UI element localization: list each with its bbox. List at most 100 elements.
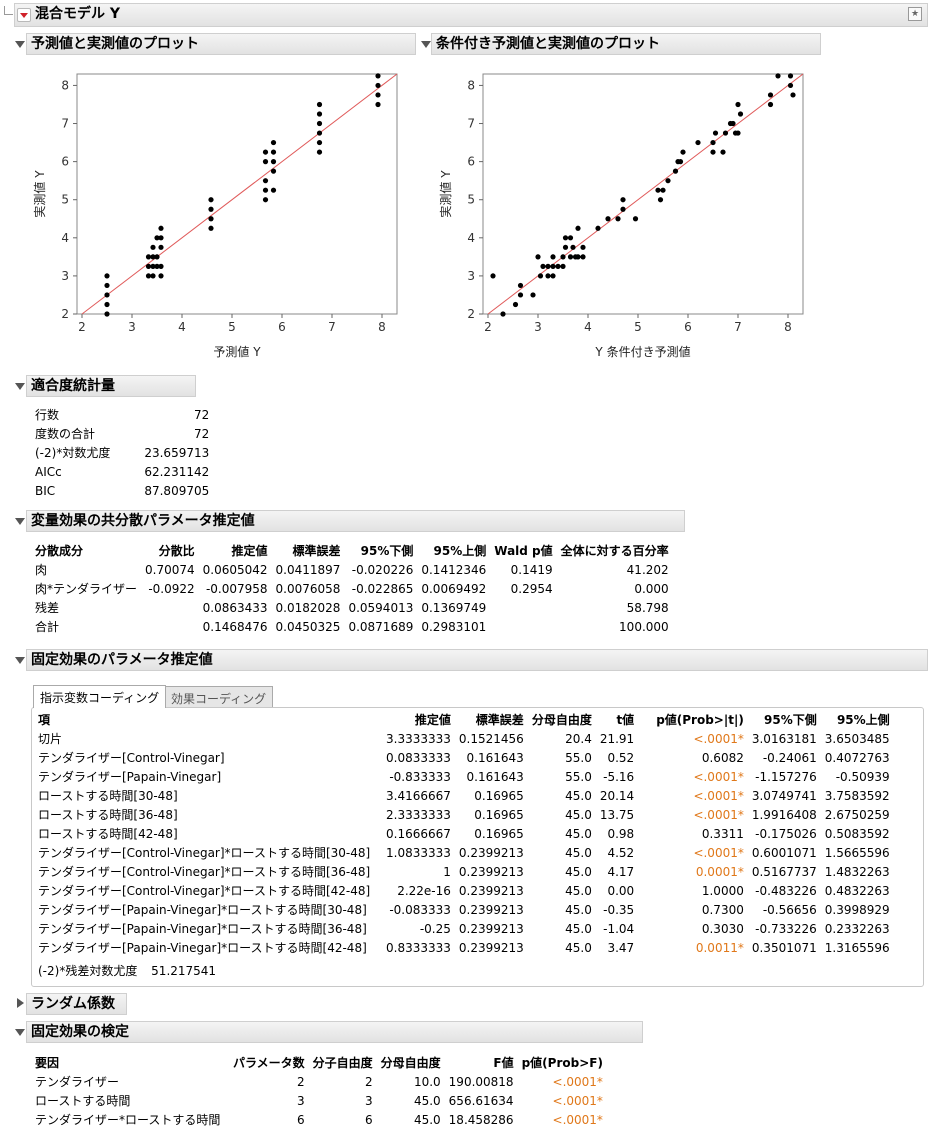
y-tick-label: 5 xyxy=(61,193,69,207)
table-cell: -0.35 xyxy=(603,902,635,917)
data-point xyxy=(208,225,214,231)
y-tick-label: 4 xyxy=(61,231,69,245)
table-cell: 0.1666667 xyxy=(386,826,451,841)
data-point xyxy=(500,311,506,317)
data-point xyxy=(775,73,781,79)
table-cell: テンダライザー*ローストする時間 xyxy=(35,1113,221,1127)
table-cell: -0.022865 xyxy=(351,581,414,596)
random-header[interactable]: ランダム係数 xyxy=(26,993,127,1015)
residual-loglik-label: (-2)*残差対数尤度 xyxy=(38,964,138,978)
table-cell xyxy=(490,617,556,636)
fit-value: 87.809705 xyxy=(144,483,210,498)
fit-value: 72 xyxy=(193,426,210,441)
table-cell: -1.04 xyxy=(603,921,635,936)
collapse-icon[interactable] xyxy=(421,41,431,48)
fit-label: AICc xyxy=(35,464,62,479)
fit-label: 行数 xyxy=(35,408,60,422)
collapse-icon[interactable] xyxy=(15,657,25,664)
fit-row: (-2)*対数尤度 23.659713 xyxy=(31,443,213,462)
table-cell: -0.50939 xyxy=(835,769,890,784)
table-cell: -0.833333 xyxy=(389,769,451,784)
table-cell: 45.0 xyxy=(413,1112,441,1127)
table-row: テンダライザー*ローストする時間 6 6 45.0 18.458286 <.0001* xyxy=(31,1110,607,1129)
table-cell: -1.157276 xyxy=(755,769,817,784)
x-tick-label: 8 xyxy=(784,320,792,334)
table-cell: 190.00818 xyxy=(448,1074,514,1089)
tab-indicator-coding[interactable]: 指示変数コーディング xyxy=(33,685,167,708)
data-point xyxy=(665,178,671,184)
data-point xyxy=(154,263,160,269)
data-point xyxy=(660,187,666,193)
data-point xyxy=(677,159,684,165)
data-point xyxy=(270,168,277,174)
data-point xyxy=(375,101,381,108)
collapse-icon[interactable] xyxy=(15,383,25,390)
fit-row: 行数 72 xyxy=(31,405,213,424)
data-point xyxy=(620,197,626,203)
table-cell: テンダライザー xyxy=(35,1075,120,1089)
data-point xyxy=(316,139,323,146)
collapse-icon[interactable] xyxy=(4,6,13,15)
table-cell: 3.4166667 xyxy=(386,788,451,803)
table-cell: -0.020226 xyxy=(351,562,414,577)
table-cell: 0.2399213 xyxy=(458,845,524,860)
table-cell: 1.9916408 xyxy=(751,807,817,822)
table-cell: 3.7583592 xyxy=(824,788,890,803)
table-cell: 2 xyxy=(297,1074,305,1089)
table-cell: テンダライザー[Control-Vinegar]*ローストする時間[36-48] xyxy=(38,865,371,879)
column-header: 95%上側 xyxy=(836,713,890,727)
data-point xyxy=(562,235,569,241)
table-cell: 0.4072763 xyxy=(824,750,890,765)
x-tick-label: 4 xyxy=(584,320,592,334)
table-cell: 0.0833333 xyxy=(386,750,451,765)
column-header: 推定値 xyxy=(231,544,268,558)
data-point xyxy=(490,273,496,279)
table-cell: 45.0 xyxy=(565,826,592,841)
fit-row: AICc 62.231142 xyxy=(31,462,213,481)
fit-value: 23.659713 xyxy=(144,445,210,460)
x-tick-label: 7 xyxy=(734,320,742,334)
table-cell: 4.17 xyxy=(607,864,635,879)
table-row: テンダライザー[Control-Vinegar]*ローストする時間[42-48]… xyxy=(34,881,894,900)
data-point xyxy=(104,311,110,317)
data-point xyxy=(154,235,160,241)
data-point xyxy=(695,139,701,146)
data-point xyxy=(550,263,556,269)
data-point xyxy=(575,254,581,260)
data-point xyxy=(580,254,586,260)
data-point xyxy=(316,149,323,155)
data-point xyxy=(150,244,156,250)
table-cell: 0.16965 xyxy=(474,788,524,803)
data-point xyxy=(375,92,381,98)
collapse-icon[interactable] xyxy=(15,1029,25,1036)
column-header: p値(Prob>|t|) xyxy=(656,713,744,727)
x-tick-label: 8 xyxy=(378,320,386,334)
expand-icon[interactable] xyxy=(17,998,24,1008)
data-point xyxy=(316,101,323,108)
table-row: 肉*テンダライザー -0.0922 -0.007958 0.0076058 -0.022… xyxy=(31,579,673,598)
data-point xyxy=(680,149,686,155)
table-cell: 0.5167737 xyxy=(751,864,817,879)
fit-stats-title: 適合度統計量 xyxy=(31,378,115,394)
data-point xyxy=(712,130,719,136)
table-cell: 1.0833333 xyxy=(386,845,451,860)
cov-title: 変量効果の共分散パラメータ推定値 xyxy=(31,513,255,529)
y-tick-label: 6 xyxy=(61,155,69,169)
table-cell: 1 xyxy=(443,864,451,879)
tab-effect-coding[interactable]: 効果コーディング xyxy=(164,686,274,708)
table-cell: 切片 xyxy=(38,732,63,746)
table-cell: 45.0 xyxy=(565,845,592,860)
random-title: ランダム係数 xyxy=(31,996,115,1012)
data-point xyxy=(615,216,621,222)
pin-icon[interactable]: ★ xyxy=(908,7,922,21)
y-tick-label: 8 xyxy=(61,78,69,92)
collapse-icon[interactable] xyxy=(15,41,25,48)
table-cell: <.0001* xyxy=(693,788,744,803)
red-triangle-menu-button[interactable] xyxy=(17,8,31,22)
data-point xyxy=(787,73,794,79)
collapse-icon[interactable] xyxy=(15,518,25,525)
data-point xyxy=(710,139,716,146)
table-cell xyxy=(141,598,199,617)
y-tick-label: 7 xyxy=(61,117,69,131)
x-tick-label: 5 xyxy=(228,320,236,334)
